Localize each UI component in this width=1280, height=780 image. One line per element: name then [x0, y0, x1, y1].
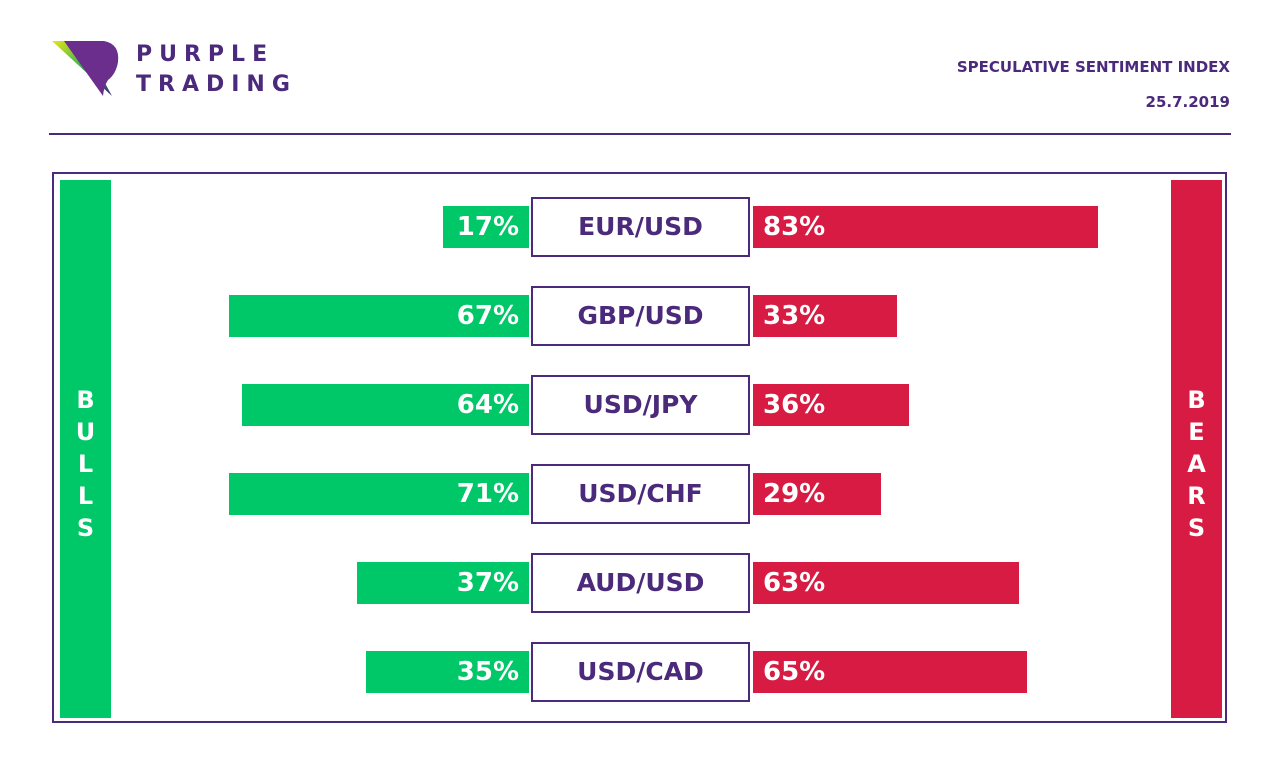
sentiment-row: 35% USD/CAD 65%	[0, 642, 1280, 702]
purple-trading-logo: PURPLE TRADING	[52, 40, 312, 100]
currency-pair-label: USD/CHF	[531, 464, 750, 524]
brand-line-2: TRADING	[136, 72, 297, 97]
brand-line-1: PURPLE	[136, 42, 275, 67]
bulls-bar: 67%	[229, 295, 529, 337]
side-label-letter: S	[1187, 514, 1206, 542]
currency-pair-label: EUR/USD	[531, 197, 750, 257]
bears-bar: 63%	[753, 562, 1019, 604]
currency-pair-label: GBP/USD	[531, 286, 750, 346]
side-label-letter: L	[77, 482, 94, 510]
report-date: 25.7.2019	[1145, 93, 1230, 111]
logo-mark-icon	[52, 41, 119, 96]
header-divider	[49, 133, 1231, 135]
currency-pair-label: USD/JPY	[531, 375, 750, 435]
bulls-bar: 17%	[443, 206, 529, 248]
currency-pair-label: AUD/USD	[531, 553, 750, 613]
bears-bar: 83%	[753, 206, 1098, 248]
currency-pair-label: USD/CAD	[531, 642, 750, 702]
brand-name: PURPLE TRADING	[136, 40, 297, 100]
sentiment-row: 71% USD/CHF 29%	[0, 464, 1280, 524]
bears-bar: 29%	[753, 473, 881, 515]
bears-bar: 33%	[753, 295, 898, 337]
side-label-letter: R	[1187, 482, 1206, 510]
bears-bar: 65%	[753, 651, 1027, 693]
sentiment-row: 37% AUD/USD 63%	[0, 553, 1280, 613]
side-label-letter: A	[1187, 450, 1206, 478]
side-label-letter: B	[76, 386, 95, 414]
chart-frame	[52, 172, 1227, 723]
side-label-letter: S	[76, 514, 95, 542]
side-label-letter: B	[1187, 386, 1206, 414]
bulls-bar: 37%	[357, 562, 529, 604]
sentiment-row: 64% USD/JPY 36%	[0, 375, 1280, 435]
sentiment-row: 67% GBP/USD 33%	[0, 286, 1280, 346]
bulls-bar: 64%	[241, 384, 529, 426]
bulls-bar: 35%	[365, 651, 529, 693]
bulls-bar: 71%	[229, 473, 529, 515]
page-title: SPECULATIVE SENTIMENT INDEX	[956, 58, 1230, 76]
side-label-letter: U	[75, 418, 96, 446]
side-label-letter: E	[1188, 418, 1205, 446]
sentiment-row: 17% EUR/USD 83%	[0, 197, 1280, 257]
side-label-letter: L	[77, 450, 94, 478]
bears-bar: 36%	[753, 384, 910, 426]
